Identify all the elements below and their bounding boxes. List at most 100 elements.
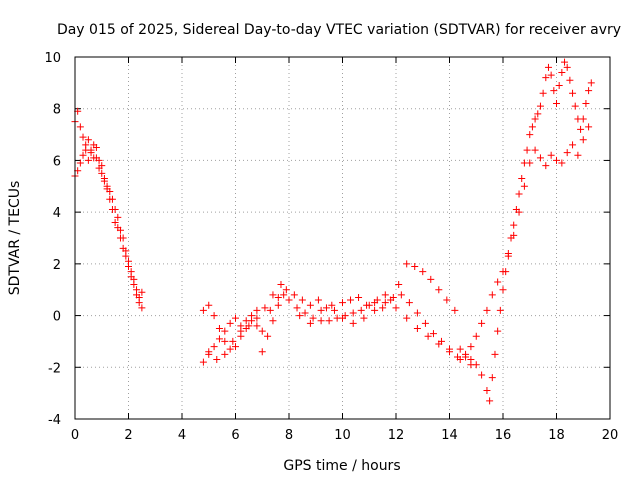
data-point [424,332,432,340]
data-point [349,319,357,327]
data-point [301,309,309,317]
data-point [215,325,223,332]
data-point [488,374,496,382]
data-point [547,151,555,159]
x-tick-label: 0 [71,428,79,443]
data-point [510,221,518,229]
data-point [569,89,577,97]
data-point [403,260,411,268]
series-trace-1 [71,107,146,312]
data-point [397,291,405,299]
data-point [229,337,237,345]
data-point [253,322,261,330]
data-point [555,81,563,89]
data-point [84,136,92,144]
data-point [539,89,547,97]
data-point [306,319,314,327]
data-point [523,146,531,154]
data-point [210,312,218,320]
data-point [544,63,552,71]
data-point [199,358,207,366]
data-point [496,306,504,314]
y-tick-label: 10 [44,51,61,66]
data-point [472,332,480,340]
data-point [456,345,464,353]
plot-frame [74,56,611,420]
data-point [135,299,143,307]
data-point [119,244,127,252]
data-point [478,371,486,379]
data-point [392,304,400,312]
data-point [360,314,368,322]
y-axis-label: SDTVAR / TECUs [7,181,23,296]
data-point [298,296,306,304]
data-point [419,268,427,276]
data-point [587,79,595,87]
data-point [221,337,229,345]
data-point [528,123,536,131]
data-point [317,317,325,325]
series-trace-7 [462,123,593,361]
data-point [585,87,593,95]
data-point [381,299,389,307]
data-point [435,340,443,348]
x-tick-label: 18 [548,428,565,443]
data-point [371,299,379,307]
x-tick-label: 16 [495,428,512,443]
data-point [232,343,239,351]
x-tick-label: 14 [441,428,458,443]
data-point [280,291,288,299]
data-point [357,306,365,314]
data-point [226,345,234,353]
data-point [79,151,87,159]
data-point [553,100,560,108]
data-point [79,133,87,141]
data-point [381,291,389,299]
data-point [515,190,523,198]
data-point [232,314,239,322]
data-point [478,319,486,327]
data-point [84,156,92,164]
series-trace-4 [199,260,459,353]
data-point [563,149,571,157]
data-point [339,299,346,307]
series-trace-6 [456,58,595,405]
data-point [483,306,491,314]
data-point [330,306,338,314]
data-point [510,231,518,239]
data-point [462,353,470,361]
data-point [290,291,298,299]
data-point [569,141,577,149]
data-point [411,262,419,270]
data-point [95,164,103,172]
x-tick-label: 12 [388,428,405,443]
x-tick-label: 4 [178,428,186,443]
data-point [317,306,325,314]
data-point [403,314,411,322]
data-point [488,291,496,299]
data-point [87,149,95,157]
data-point [205,348,213,356]
data-point [429,330,437,338]
data-point [314,296,322,304]
data-point [550,87,558,95]
data-point [379,304,387,312]
data-point [116,234,124,242]
data-point [138,288,146,296]
data-point [339,314,346,322]
data-point [520,182,528,190]
data-point [363,301,371,309]
data-point [274,301,282,309]
data-point [258,327,266,335]
data-point [486,397,494,405]
x-tick-label: 20 [602,428,619,443]
series-trace-3 [199,291,462,366]
data-point [467,356,475,364]
chart-title: Day 015 of 2025, Sidereal Day-to-day VTE… [57,22,621,38]
x-tick-label: 6 [231,428,239,443]
series-trace-5 [205,281,475,369]
data-point [531,115,539,123]
data-point [421,319,429,327]
data-point [566,76,574,84]
data-point [253,306,261,314]
